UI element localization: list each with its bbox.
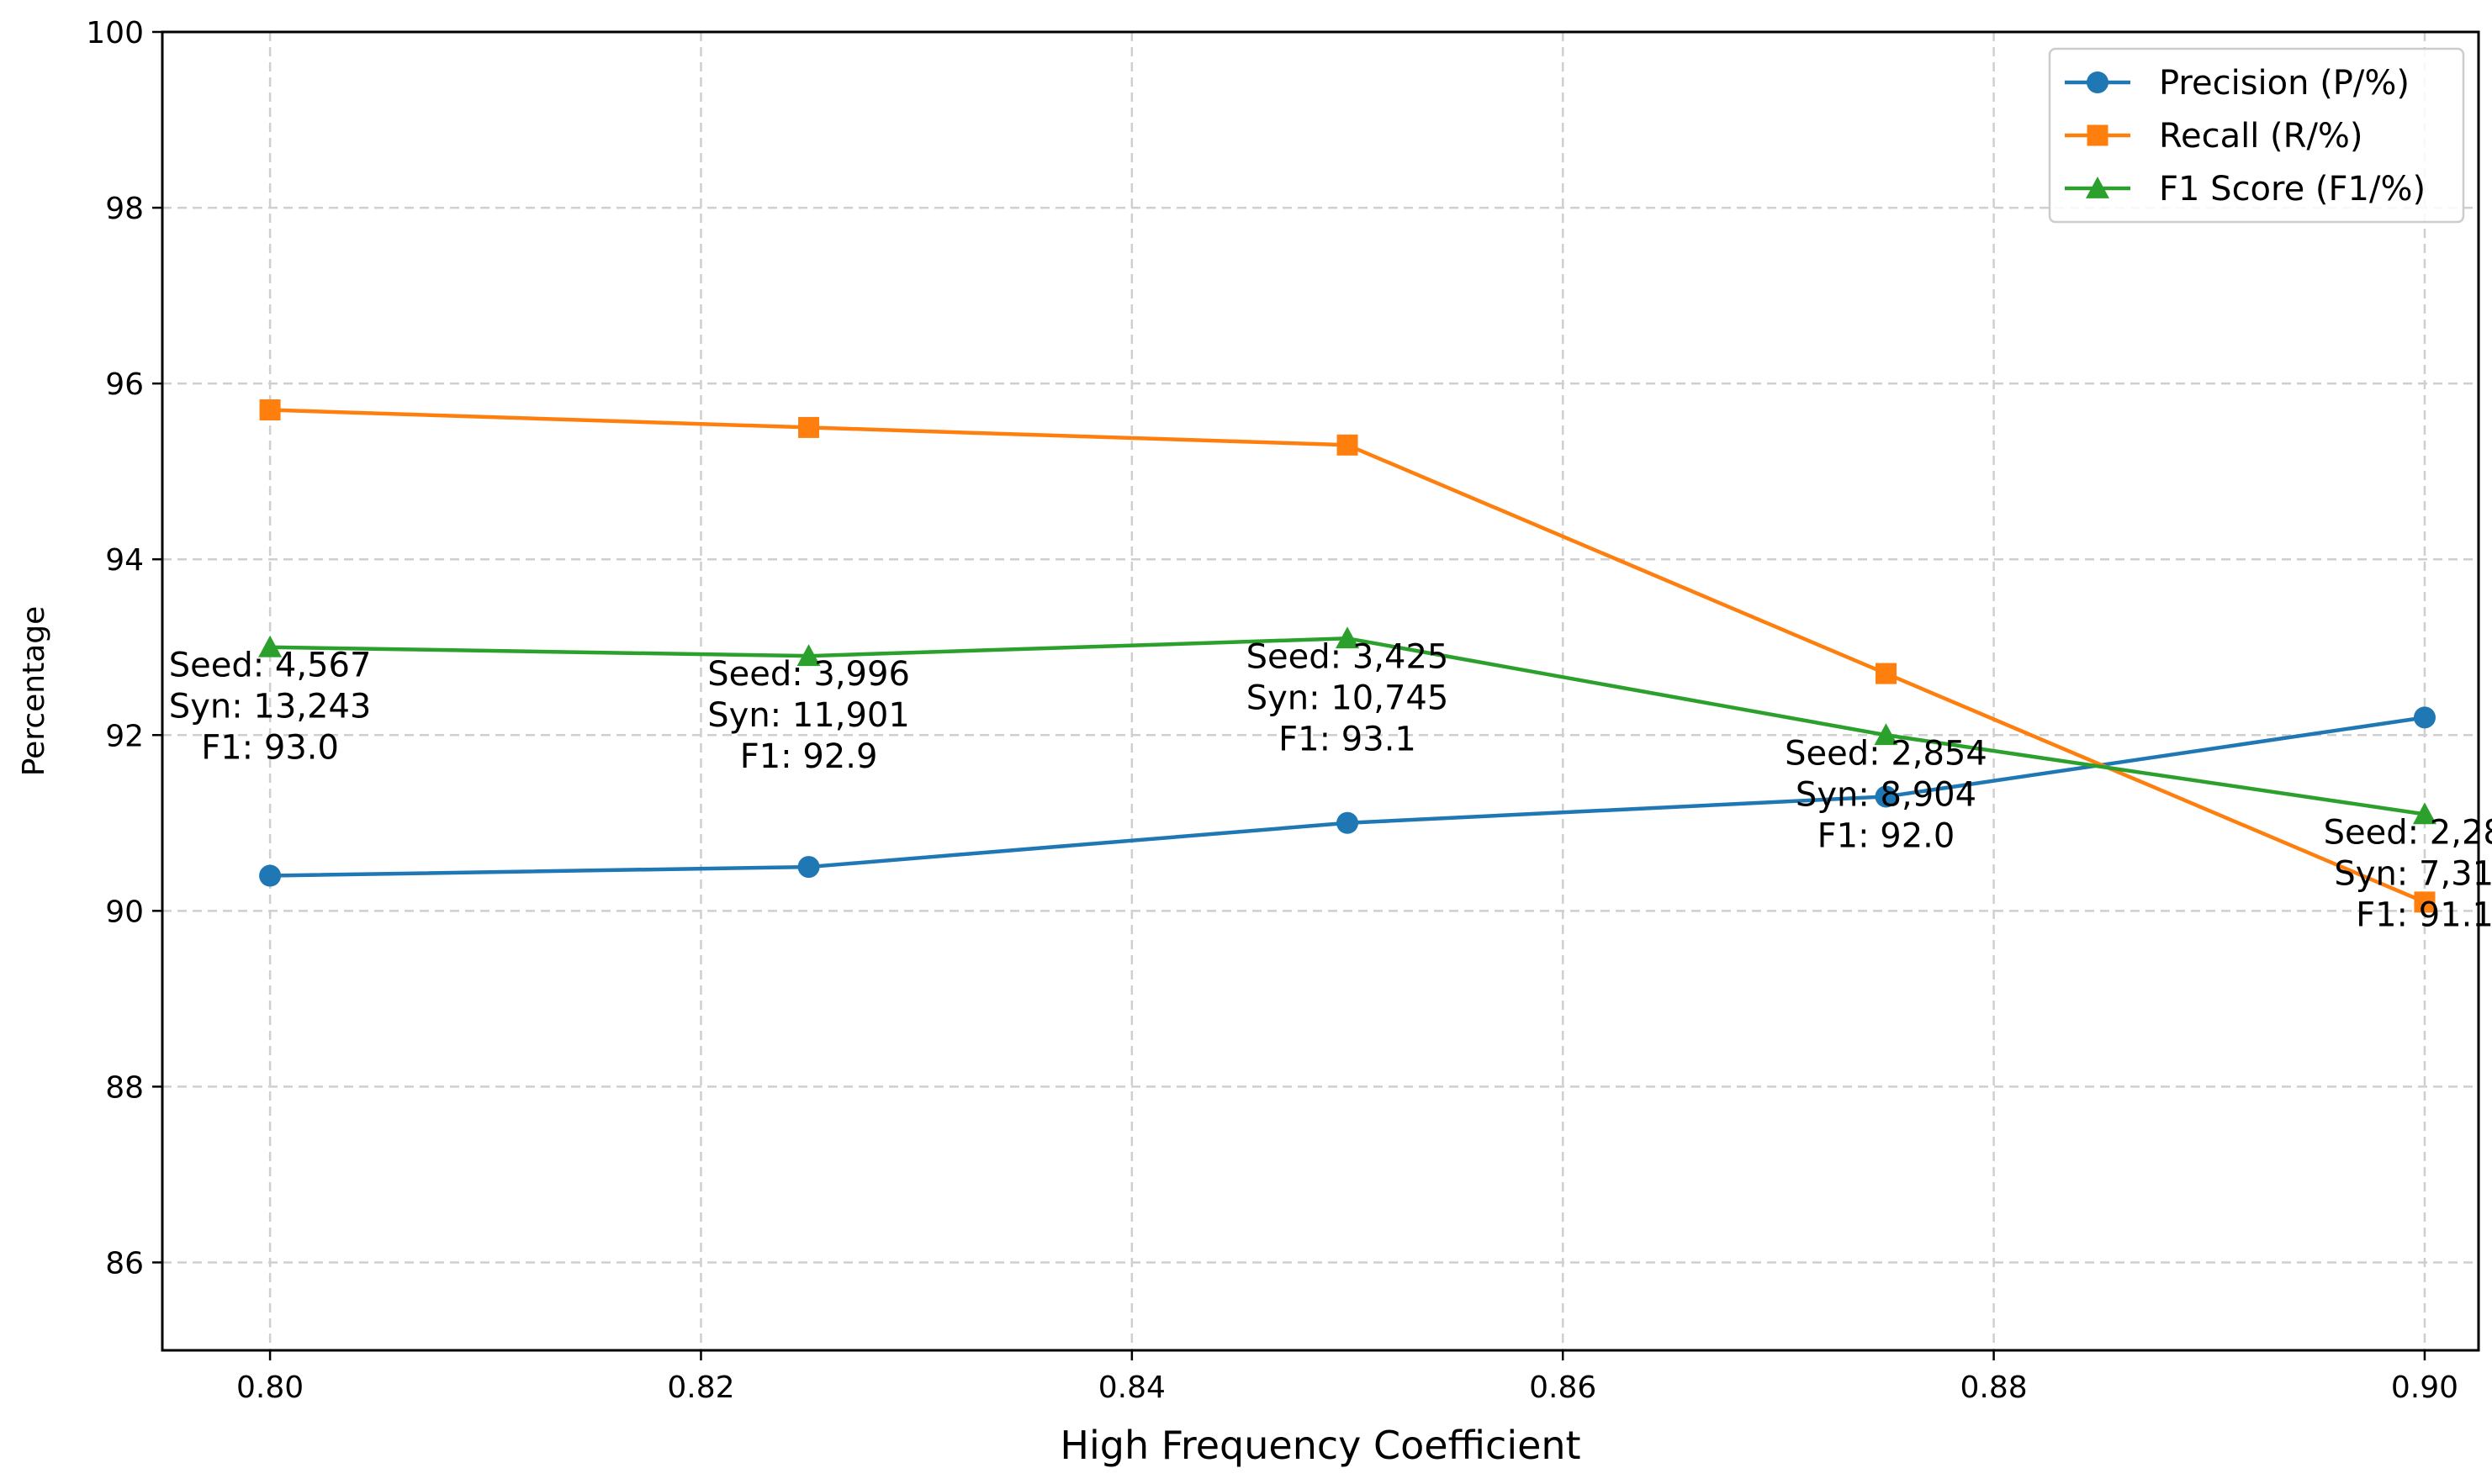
annotation-line: Syn: 8,904 bbox=[1796, 775, 1976, 814]
data-point bbox=[796, 644, 821, 667]
legend-marker bbox=[2086, 177, 2109, 198]
annotation-5: Seed: 2,284Syn: 7,317F1: 91.1 bbox=[2324, 813, 2492, 934]
annotation-line: Seed: 3,425 bbox=[1246, 637, 1449, 676]
y-axis-title: Percentage bbox=[17, 606, 51, 777]
data-point bbox=[258, 635, 283, 658]
y-tick-label: 88 bbox=[105, 1070, 144, 1105]
data-point bbox=[798, 416, 820, 438]
annotation-line: F1: 92.9 bbox=[740, 737, 878, 776]
annotation-line: Seed: 4,567 bbox=[169, 647, 372, 685]
annotation-line: Seed: 2,284 bbox=[2324, 813, 2492, 852]
y-tick-label: 86 bbox=[105, 1246, 144, 1281]
x-tick-label: 0.84 bbox=[1098, 1370, 1166, 1405]
annotation-line: Syn: 13,243 bbox=[169, 688, 372, 726]
series-precision bbox=[259, 706, 2436, 887]
y-tick-label: 98 bbox=[105, 192, 144, 226]
x-axis-title: High Frequency Coefficient bbox=[1060, 1423, 1580, 1468]
plot-frame bbox=[161, 30, 2480, 1352]
legend-label: F1 Score (F1/%) bbox=[2159, 170, 2426, 209]
data-point bbox=[259, 864, 282, 887]
annotation-line: F1: 91.1 bbox=[2356, 895, 2492, 934]
legend-marker bbox=[2087, 71, 2108, 93]
x-tick-label: 0.86 bbox=[1529, 1370, 1596, 1405]
series-lines bbox=[258, 399, 2436, 913]
annotation-line: Syn: 7,317 bbox=[2334, 854, 2492, 893]
data-point bbox=[2412, 802, 2436, 825]
y-tick-label: 92 bbox=[105, 719, 144, 753]
data-point bbox=[797, 856, 820, 879]
legend-item: Recall (R/%) bbox=[2065, 117, 2363, 156]
annotation-line: Syn: 10,745 bbox=[1246, 679, 1449, 717]
y-tick-label: 100 bbox=[86, 16, 144, 50]
data-point bbox=[1336, 811, 1359, 834]
data-point bbox=[1336, 626, 1360, 649]
annotation-line: F1: 93.1 bbox=[1278, 720, 1416, 758]
legend-marker bbox=[2087, 124, 2108, 146]
data-point bbox=[2414, 891, 2436, 913]
data-point bbox=[259, 399, 281, 420]
x-tick-label: 0.80 bbox=[236, 1370, 304, 1405]
annotation-line: Seed: 2,854 bbox=[1785, 734, 1987, 773]
series-recall bbox=[259, 399, 2436, 913]
data-point bbox=[1875, 785, 1897, 808]
legend: Precision (P/%) Recall (R/%) F1 Score (F1/… bbox=[2048, 47, 2465, 224]
data-point bbox=[1874, 723, 1898, 746]
y-tick-label: 94 bbox=[105, 543, 144, 578]
y-tick-label: 96 bbox=[105, 367, 144, 402]
legend-item: Precision (P/%) bbox=[2065, 64, 2410, 103]
legend-item: F1 Score (F1/%) bbox=[2065, 170, 2426, 209]
annotation-line: F1: 93.0 bbox=[201, 729, 339, 768]
annotation-line: F1: 92.0 bbox=[1817, 816, 1955, 855]
annotation-line: Syn: 11,901 bbox=[707, 696, 910, 735]
data-point bbox=[1875, 663, 1897, 684]
axis-ticks: 0.80 0.82 0.84 0.86 0.88 0.90 86 88 90 92 94 96 98 10… bbox=[86, 16, 2458, 1405]
data-point bbox=[2413, 706, 2436, 729]
data-point bbox=[1336, 434, 1358, 456]
annotation-line: Seed: 3,996 bbox=[707, 655, 910, 694]
x-tick-label: 0.90 bbox=[2391, 1370, 2458, 1405]
legend-box bbox=[2048, 47, 2465, 224]
y-tick-label: 90 bbox=[105, 895, 144, 929]
series-f1-score bbox=[258, 626, 2436, 825]
x-tick-label: 0.82 bbox=[667, 1370, 734, 1405]
legend-label: Precision (P/%) bbox=[2159, 64, 2410, 103]
legend-label: Recall (R/%) bbox=[2159, 117, 2363, 156]
x-tick-label: 0.88 bbox=[1960, 1370, 2028, 1405]
